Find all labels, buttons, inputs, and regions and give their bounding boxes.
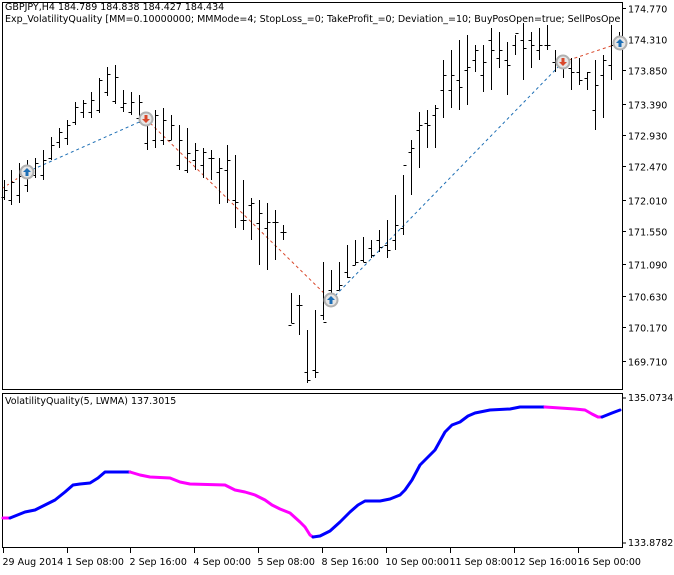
price-tick-label: 171.550 <box>628 228 667 239</box>
price-tick-label: 174.770 <box>628 5 667 16</box>
time-tick-label: 2 Sep 16:00 <box>130 557 187 568</box>
sell-arrow-icon[interactable] <box>555 54 571 70</box>
indicator-axis <box>622 397 626 544</box>
time-tick-label: 10 Sep 00:00 <box>386 557 449 568</box>
main-pane-frame <box>2 2 623 390</box>
price-tick-label: 172.930 <box>628 132 667 143</box>
price-tick-label: 172.470 <box>628 163 667 174</box>
time-tick-label: 12 Sep 16:00 <box>514 557 577 568</box>
time-tick-label: 1 Sep 08:00 <box>67 557 124 568</box>
price-tick-label: 170.630 <box>628 293 667 304</box>
price-axis: 174.770 174.310 173.850 173.390 172.930 172.4… <box>622 5 667 369</box>
trade-markers[interactable] <box>19 35 628 308</box>
indicator-pane-frame <box>2 393 623 548</box>
price-tick-label: 174.310 <box>628 36 667 47</box>
price-tick-label: 169.710 <box>628 358 667 369</box>
buy-arrow-icon[interactable] <box>323 292 339 308</box>
buy-arrow-icon[interactable] <box>19 164 35 180</box>
time-tick-label: 16 Sep 00:00 <box>578 557 641 568</box>
sell-arrow-icon[interactable] <box>138 111 154 127</box>
price-tick-label: 171.090 <box>628 261 667 272</box>
price-tick-label: 173.390 <box>628 101 667 112</box>
time-tick-label: 8 Sep 16:00 <box>322 557 379 568</box>
time-tick-label: 11 Sep 08:00 <box>450 557 513 568</box>
time-tick-label: 4 Sep 00:00 <box>194 557 251 568</box>
ohlc-bars <box>1 23 623 383</box>
trade-lines <box>2 42 621 301</box>
symbol-info: GBPJPY,H4 184.789 184.838 184.427 184.43… <box>5 2 225 13</box>
indicator-line <box>1 405 622 539</box>
indicator-axis-top: 135.0734 <box>628 393 674 404</box>
time-tick-label: 5 Sep 08:00 <box>258 557 315 568</box>
time-axis: 29 Aug 2014 1 Sep 08:00 2 Sep 16:00 4 Sep 0… <box>3 548 641 568</box>
buy-arrow-icon[interactable] <box>612 35 628 51</box>
indicator-axis-bottom: 133.8782 <box>628 538 674 549</box>
time-tick-label: 29 Aug 2014 <box>3 557 64 568</box>
expert-info: Exp_VolatilityQuality [MM=0.10000000; MM… <box>5 14 620 25</box>
price-tick-label: 170.170 <box>628 324 667 335</box>
indicator-label: VolatilityQuality(5, LWMA) 137.3015 <box>5 396 177 407</box>
price-tick-label: 172.010 <box>628 197 667 208</box>
price-tick-label: 173.850 <box>628 67 667 78</box>
